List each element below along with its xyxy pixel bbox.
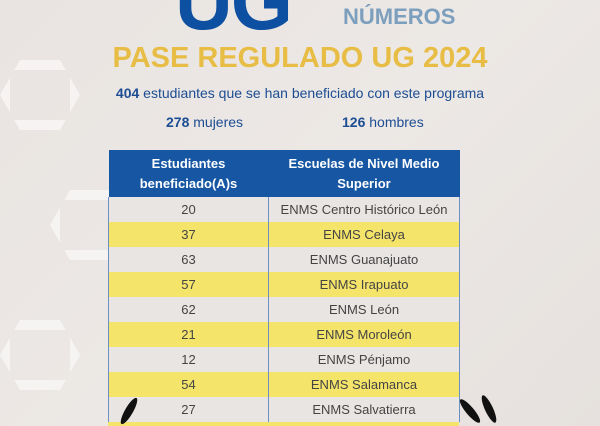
student-count: 62 (108, 297, 269, 322)
total-count: 404 (115, 85, 140, 101)
school-name: ENMS Moroleón (268, 322, 460, 347)
table-row: 62 ENMS León (108, 297, 460, 322)
header-students: Estudiantes beneficiado(A)s (108, 150, 269, 197)
student-count: 54 (108, 372, 269, 397)
student-count: 57 (108, 272, 269, 297)
school-name: ENMS Celaya (268, 222, 460, 247)
women-label: mujeres (193, 114, 244, 130)
hexagon-decoration (0, 60, 80, 130)
table-row: 20 ENMS Centro Histórico León (108, 197, 460, 222)
table-row-partial (108, 422, 459, 426)
header-schools: Escuelas de Nivel Medio Superior (268, 150, 460, 197)
student-count: 63 (108, 247, 269, 272)
men-count: 126 (342, 114, 366, 130)
school-name: ENMS León (268, 297, 460, 322)
table-row: 21 ENMS Moroleón (108, 322, 460, 347)
logo-ug: UG (175, 0, 293, 46)
men-label: hombres (369, 114, 424, 130)
school-name: ENMS Salvatierra (268, 397, 460, 422)
table-row: 63 ENMS Guanajuato (108, 247, 460, 272)
student-count: 20 (108, 197, 269, 222)
table-row: 37 ENMS Celaya (108, 222, 460, 247)
table-row: 54 ENMS Salamanca (108, 372, 460, 397)
decoration-stroke (457, 396, 483, 426)
school-name: ENMS Guanajuato (268, 247, 460, 272)
student-count: 12 (108, 347, 269, 372)
school-name: ENMS Centro Histórico León (268, 197, 460, 222)
total-summary: 404 estudiantes que se han beneficiado c… (0, 84, 600, 102)
schools-table: Estudiantes beneficiado(A)s Escuelas de … (108, 150, 460, 422)
women-count: 278 (166, 114, 190, 130)
student-count: 21 (108, 322, 269, 347)
table-row: 27 ENMS Salvatierra (108, 397, 460, 422)
school-name: ENMS Salamanca (268, 372, 460, 397)
table-header: Estudiantes beneficiado(A)s Escuelas de … (108, 150, 460, 197)
student-count: 37 (108, 222, 269, 247)
men-stat: 126 hombres (342, 113, 424, 131)
table-row: 57 ENMS Irapuato (108, 272, 460, 297)
school-name: ENMS Pénjamo (268, 347, 460, 372)
total-text: estudiantes que se han beneficiado con e… (143, 85, 485, 101)
hexagon-decoration (0, 320, 80, 390)
women-stat: 278 mujeres (166, 113, 243, 131)
page-title: PASE REGULADO UG 2024 (112, 42, 488, 74)
logo-subtitle: NÚMEROS (343, 4, 456, 29)
table-row: 12 ENMS Pénjamo (108, 347, 460, 372)
school-name: ENMS Irapuato (268, 272, 460, 297)
decoration-stroke (479, 393, 499, 425)
